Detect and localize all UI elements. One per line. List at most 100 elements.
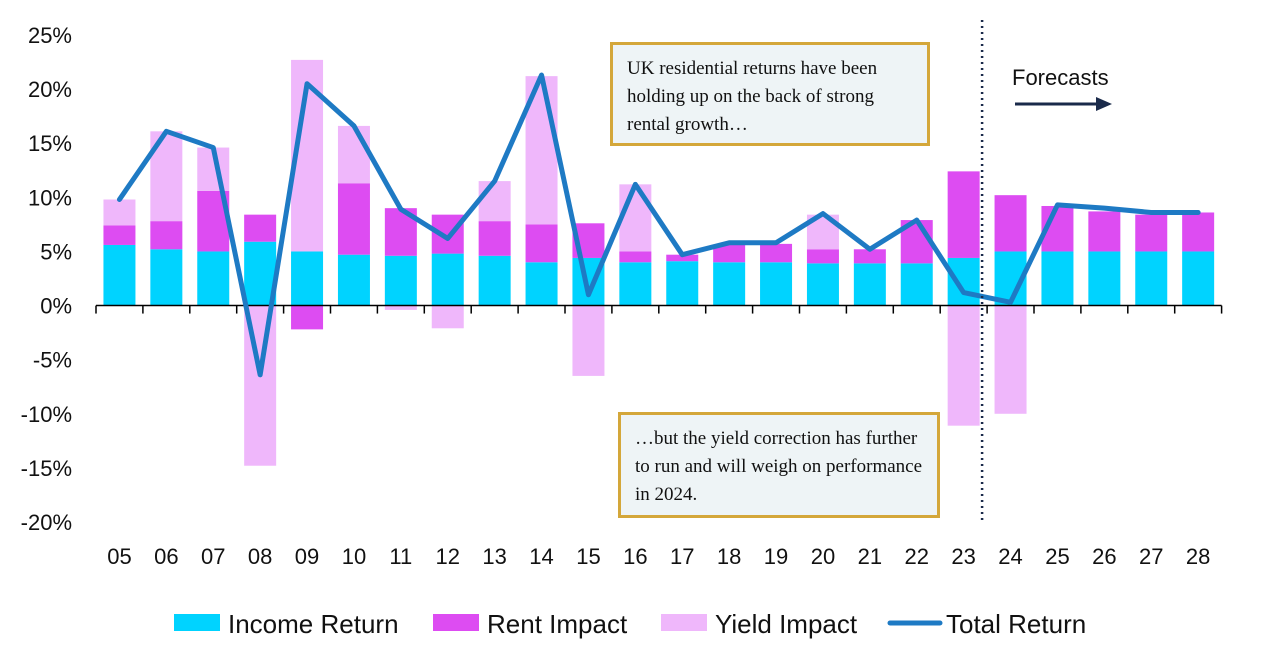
bar-rent-impact-18: [713, 244, 746, 263]
bar-rent-impact-21: [853, 249, 886, 264]
bar-rent-impact-17: [666, 254, 699, 262]
bar-income-return-13: [478, 255, 511, 306]
legend-label-yield-impact: Yield Impact: [715, 609, 858, 639]
bar-income-return-23: [947, 257, 980, 306]
bar-rent-impact-27: [1135, 214, 1168, 252]
x-tick-label: 07: [201, 544, 225, 569]
bar-income-return-20: [806, 263, 839, 306]
x-tick-label: 28: [1186, 544, 1210, 569]
bar-rent-impact-19: [760, 243, 793, 263]
bar-income-return-25: [1041, 251, 1074, 306]
bar-income-return-11: [384, 255, 417, 306]
x-tick-label: 06: [154, 544, 178, 569]
bar-rent-impact-08: [244, 214, 277, 242]
bar-income-return-27: [1135, 251, 1168, 306]
x-tick-label: 19: [764, 544, 788, 569]
y-tick-label: 5%: [40, 239, 72, 264]
bar-rent-impact-26: [1088, 211, 1121, 252]
y-tick-label: 20%: [28, 77, 72, 102]
bar-income-return-10: [337, 254, 370, 306]
bar-income-return-16: [619, 262, 652, 306]
line-layer: [116, 72, 1201, 378]
axis-layer: [95, 304, 1223, 314]
y-tick-label: 10%: [28, 185, 72, 210]
x-tick-label: 15: [576, 544, 600, 569]
x-tick-label: 24: [998, 544, 1022, 569]
y-tick-label: -20%: [21, 510, 72, 535]
y-tick-label: 25%: [28, 23, 72, 48]
bar-income-return-19: [760, 262, 793, 306]
legend: Income Return Rent Impact Yield Impact Tota…: [174, 609, 1086, 639]
bar-yield-impact-05: [103, 199, 136, 226]
bar-yield-impact-10: [337, 125, 370, 184]
y-tick-label: 0%: [40, 294, 72, 319]
bar-yield-impact-12: [431, 305, 464, 329]
forecast-marker: Forecasts: [980, 20, 1112, 522]
bar-rent-impact-16: [619, 251, 652, 263]
y-tick-label: -10%: [21, 402, 72, 427]
bar-income-return-22: [900, 263, 933, 306]
y-axis-labels: 25% 20% 15% 10% 5% 0% -5% -10% -15% -20%: [21, 23, 72, 535]
x-tick-label: 25: [1045, 544, 1069, 569]
x-tick-label: 26: [1092, 544, 1116, 569]
bar-income-return-06: [150, 249, 183, 306]
legend-label-total-return: Total Return: [946, 609, 1086, 639]
x-tick-label: 11: [389, 544, 412, 569]
x-tick-label: 18: [717, 544, 741, 569]
x-axis-labels: 05 06 07 08 09 10 11 12 13 14 15 16 17 18 19 20 21 22 23 24…: [107, 544, 1210, 569]
legend-swatch-income-return: [174, 614, 220, 631]
bar-rent-impact-09: [291, 305, 324, 330]
forecast-arrow-icon: [1096, 97, 1112, 111]
bar-income-return-21: [853, 263, 886, 306]
x-tick-label: 27: [1139, 544, 1163, 569]
bar-rent-impact-14: [525, 224, 558, 263]
bar-rent-impact-20: [806, 249, 839, 264]
x-tick-label: 05: [107, 544, 131, 569]
bar-income-return-05: [103, 244, 136, 306]
y-tick-label: -15%: [21, 456, 72, 481]
x-tick-label: 22: [905, 544, 929, 569]
bar-yield-impact-23: [947, 305, 980, 426]
bar-rent-impact-23: [947, 171, 980, 258]
x-tick-label: 08: [248, 544, 272, 569]
legend-swatch-yield-impact: [661, 614, 707, 631]
bar-rent-impact-28: [1182, 212, 1215, 252]
x-tick-label: 16: [623, 544, 647, 569]
forecast-label: Forecasts: [1012, 65, 1109, 90]
x-tick-label: 10: [342, 544, 366, 569]
bar-rent-impact-10: [337, 183, 370, 255]
bar-income-return-14: [525, 262, 558, 306]
bar-income-return-17: [666, 261, 699, 306]
bar-rent-impact-13: [478, 221, 511, 256]
x-tick-label: 23: [951, 544, 975, 569]
bar-layer: [103, 59, 1215, 466]
x-tick-label: 17: [670, 544, 694, 569]
bar-yield-impact-13: [478, 181, 511, 222]
bar-income-return-07: [197, 251, 230, 306]
bar-yield-impact-11: [384, 305, 417, 310]
x-tick-label: 14: [529, 544, 553, 569]
y-tick-label: -5%: [33, 348, 72, 373]
bar-yield-impact-16: [619, 184, 652, 252]
bar-rent-impact-24: [994, 195, 1027, 252]
legend-label-income-return: Income Return: [228, 609, 399, 639]
line-total-return: [116, 72, 1201, 378]
bar-income-return-28: [1182, 251, 1215, 306]
legend-label-rent-impact: Rent Impact: [487, 609, 628, 639]
bar-income-return-18: [713, 262, 746, 306]
x-tick-label: 12: [436, 544, 460, 569]
bar-income-return-26: [1088, 251, 1121, 306]
bar-yield-impact-15: [572, 305, 605, 376]
annotation-bottom: …but the yield correction has further to…: [618, 412, 940, 518]
y-tick-label: 15%: [28, 131, 72, 156]
bar-yield-impact-24: [994, 305, 1027, 414]
x-tick-label: 20: [811, 544, 835, 569]
x-tick-label: 09: [295, 544, 319, 569]
bar-income-return-12: [431, 253, 464, 306]
annotation-top: UK residential returns have been holding…: [610, 42, 930, 146]
legend-swatch-rent-impact: [433, 614, 479, 631]
bar-income-return-09: [291, 251, 324, 306]
x-tick-label: 13: [482, 544, 506, 569]
bar-rent-impact-05: [103, 225, 136, 245]
